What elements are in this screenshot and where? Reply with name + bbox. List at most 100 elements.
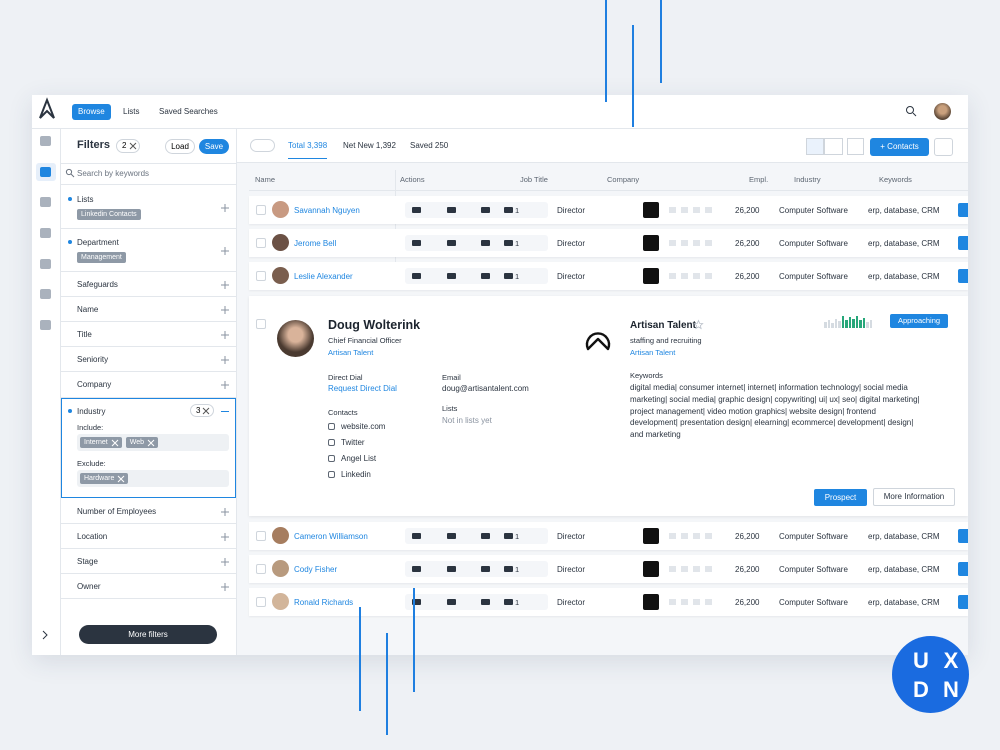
table-row[interactable] (249, 588, 968, 616)
rail-icon[interactable] (40, 259, 51, 269)
action-icon[interactable] (481, 566, 490, 572)
action-icon[interactable] (447, 240, 456, 246)
action-icon[interactable] (412, 599, 421, 605)
row-action[interactable] (958, 203, 968, 217)
filter-section[interactable] (60, 549, 236, 574)
checkbox[interactable] (256, 564, 266, 574)
view-button[interactable] (806, 138, 824, 155)
view-tab[interactable]: Saved 250 (410, 141, 449, 150)
checkbox[interactable] (256, 531, 266, 541)
filter-section[interactable] (60, 297, 236, 322)
table-row[interactable] (249, 196, 968, 224)
row-action[interactable] (958, 236, 968, 250)
action-icon[interactable] (481, 273, 490, 279)
checkbox[interactable] (256, 319, 266, 329)
action-icon[interactable] (412, 240, 421, 246)
action-icon[interactable] (504, 533, 513, 539)
contact-link[interactable]: Angel List (341, 454, 377, 463)
action-icon[interactable] (481, 599, 490, 605)
nav-tab[interactable]: Saved Searches (159, 107, 218, 116)
action-icon[interactable] (447, 207, 456, 213)
view-tab[interactable]: Net New 1,392 (343, 141, 396, 150)
nav-tab[interactable]: Lists (123, 107, 140, 116)
rail-icon[interactable] (40, 228, 51, 238)
contact-name[interactable]: Leslie Alexander (294, 272, 353, 281)
rail-icon[interactable] (40, 289, 51, 299)
action-icon[interactable] (504, 207, 513, 213)
column-header[interactable]: Name (255, 175, 276, 184)
action-icon[interactable] (447, 566, 456, 572)
contact-link[interactable]: website.com (341, 422, 386, 431)
row-action[interactable] (958, 595, 968, 609)
checkbox[interactable] (256, 238, 266, 248)
rail-icon[interactable] (40, 197, 51, 207)
filter-toggle[interactable] (250, 139, 275, 152)
save-button[interactable]: Save (199, 139, 229, 154)
contact-name[interactable]: Cody Fisher (294, 565, 338, 574)
contact-name[interactable]: Ronald Richards (294, 598, 354, 607)
filter-section[interactable] (60, 524, 236, 549)
checkbox[interactable] (256, 271, 266, 281)
action-icon[interactable] (412, 533, 421, 539)
row-action[interactable] (958, 269, 968, 283)
more-info-button[interactable]: More Information (873, 488, 955, 506)
action-icon[interactable] (504, 599, 513, 605)
action-icon[interactable] (481, 240, 490, 246)
filter-section[interactable] (60, 574, 236, 599)
filter-section[interactable] (60, 186, 236, 229)
action-icon[interactable] (447, 273, 456, 279)
filter-section[interactable] (60, 347, 236, 372)
action-icon[interactable] (447, 533, 456, 539)
filter-section[interactable] (60, 272, 236, 297)
contact-link[interactable]: Twitter (341, 438, 365, 447)
checkbox[interactable] (256, 597, 266, 607)
rail-icon[interactable] (40, 320, 51, 330)
table-row[interactable] (249, 522, 968, 550)
action-icon[interactable] (481, 207, 490, 213)
contact-name[interactable]: Cameron Williamson (294, 532, 368, 541)
action-icon[interactable] (481, 533, 490, 539)
action-icon[interactable] (412, 273, 421, 279)
column-header[interactable]: Empl. (749, 175, 769, 184)
contact-name[interactable]: Jerome Bell (294, 239, 337, 248)
view-button[interactable] (824, 138, 843, 155)
action-icon[interactable] (504, 566, 513, 572)
filter-section[interactable] (60, 372, 236, 398)
view-button[interactable] (847, 138, 864, 155)
add-contacts[interactable]: + Contacts (870, 138, 929, 156)
load-button[interactable]: Load (165, 139, 195, 154)
action-icon[interactable] (447, 599, 456, 605)
search-placeholder[interactable]: Search by keywords (77, 169, 150, 178)
row-action[interactable] (958, 529, 968, 543)
column-header[interactable]: Actions (400, 175, 425, 184)
action-icon[interactable] (504, 240, 513, 246)
direct-dial[interactable]: Request Direct Dial (328, 384, 397, 393)
more-filters[interactable]: More filters (79, 625, 217, 644)
action-icon[interactable] (504, 273, 513, 279)
prospect-button[interactable]: Prospect (814, 489, 867, 506)
rail-icon[interactable] (40, 136, 51, 146)
contact-name[interactable]: Savannah Nguyen (294, 206, 360, 215)
table-row[interactable] (249, 555, 968, 583)
row-action[interactable] (958, 562, 968, 576)
company-link[interactable]: Artisan Talent (630, 348, 676, 357)
table-row[interactable] (249, 229, 968, 257)
column-header[interactable]: Company (607, 175, 640, 184)
more-button[interactable] (934, 138, 953, 156)
rail-icon[interactable] (40, 167, 51, 177)
checkbox[interactable] (256, 205, 266, 215)
view-tab[interactable]: Total 3,398 (288, 141, 328, 159)
nav-tab[interactable]: Browse (72, 104, 111, 120)
table-row[interactable] (249, 262, 968, 290)
action-icon[interactable] (412, 566, 421, 572)
column-header[interactable]: Industry (794, 175, 821, 184)
detail-company[interactable]: Artisan Talent (328, 348, 374, 357)
filter-section[interactable] (60, 229, 236, 272)
filter-section[interactable] (60, 499, 236, 524)
action-icon[interactable] (412, 207, 421, 213)
contact-link[interactable]: Linkedin (341, 470, 371, 479)
filter-section[interactable] (60, 322, 236, 347)
column-header[interactable]: Job Title (520, 175, 548, 184)
column-header[interactable]: Keywords (879, 175, 912, 184)
status-badge[interactable]: Approaching (890, 314, 948, 328)
